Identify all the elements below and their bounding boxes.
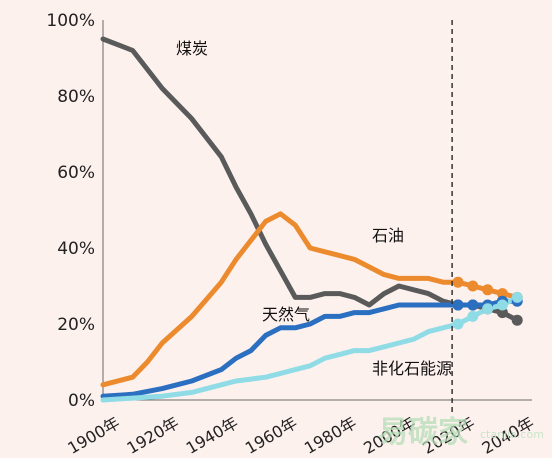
x-tick-label: 1900年 <box>64 413 123 458</box>
series-label-nonfossil: 非化石能源 <box>372 359 452 378</box>
series-lines <box>100 36 520 403</box>
projection-point <box>452 299 464 311</box>
projection-point <box>452 276 464 288</box>
y-tick-label: 20% <box>57 315 95 335</box>
projection-point <box>467 299 479 311</box>
projection-point <box>511 314 523 326</box>
series-line-2 <box>100 298 520 399</box>
projection-point <box>482 284 494 296</box>
y-tick-label: 40% <box>57 239 95 259</box>
x-tick-label: 1940年 <box>183 413 242 458</box>
series-label-gas: 天然气 <box>262 305 310 324</box>
watermark-url: ctanjia.com <box>480 428 544 441</box>
y-tick-label: 80% <box>57 87 95 107</box>
projection-markers <box>452 276 523 330</box>
projection-point <box>511 291 523 303</box>
projection-point <box>467 280 479 292</box>
projection-point <box>452 318 464 330</box>
x-tick-label: 1920年 <box>124 413 183 458</box>
series-label-oil: 石油 <box>372 226 404 245</box>
projection-point <box>482 303 494 315</box>
projection-point <box>496 299 508 311</box>
y-tick-label: 60% <box>57 163 95 183</box>
series-label-coal: 煤炭 <box>176 39 208 58</box>
y-tick-label: 0% <box>68 391 95 411</box>
x-tick-label: 1980年 <box>301 413 360 458</box>
projection-point <box>467 310 479 322</box>
series-line-3 <box>100 294 520 403</box>
y-tick-label: 100% <box>46 11 95 31</box>
y-axis: 0% 20% 40% 60% 80% 100% <box>46 11 104 411</box>
projection-point <box>496 288 508 300</box>
x-tick-label: 1960年 <box>242 413 301 458</box>
watermark-logo: 易碳家 <box>378 415 468 450</box>
projection-point <box>496 307 508 319</box>
